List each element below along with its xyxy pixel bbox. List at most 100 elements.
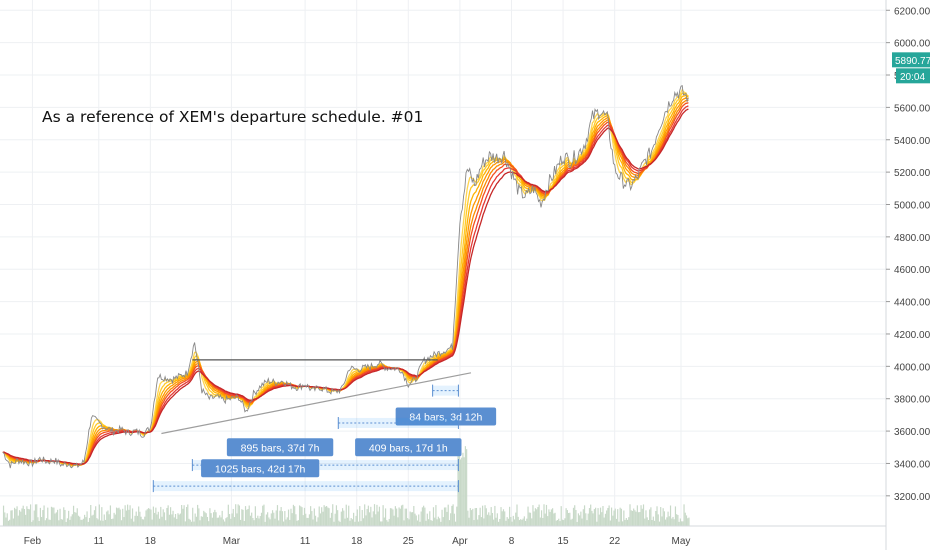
volume-bar-29 <box>38 520 40 526</box>
volume-bar-276 <box>341 508 344 526</box>
volume-bar-515 <box>635 511 637 526</box>
volume-bar-386 <box>477 519 479 526</box>
volume-bar-157 <box>195 516 197 526</box>
volume-bar-191 <box>237 504 239 526</box>
volume-bar-77 <box>97 519 99 526</box>
volume-bar-50 <box>64 509 66 526</box>
volume-bar-12 <box>17 515 19 526</box>
range-label-3: 1025 bars, 42d 17h <box>215 463 306 475</box>
volume-bar-383 <box>473 520 475 526</box>
volume-bar-507 <box>625 518 627 526</box>
volume-bar-448 <box>553 513 555 526</box>
volume-bar-171 <box>212 512 215 526</box>
volume-bar-131 <box>163 512 166 526</box>
volume-bar-400 <box>494 505 496 526</box>
volume-bar-387 <box>478 515 480 526</box>
volume-bar-321 <box>397 517 399 526</box>
y-tick-label-12: 5600.00 <box>894 103 931 114</box>
volume-bar-534 <box>658 521 661 526</box>
volume-bar-459 <box>566 510 568 526</box>
volume-bar-350 <box>432 507 435 526</box>
volume-bar-102 <box>128 509 130 526</box>
volume-bar-86 <box>108 514 110 526</box>
volume-bar-280 <box>346 517 349 526</box>
volume-bar-544 <box>671 518 673 526</box>
volume-bar-106 <box>133 521 135 526</box>
last-price-label: 5890.77 20:04 <box>892 52 932 84</box>
y-tick-label-8: 4800.00 <box>894 233 931 244</box>
volume-bar-377 <box>466 449 468 526</box>
date-range-measurements[interactable]: 84 bars, 3d 12h 409 bars, 17d 1h 895 bars,… <box>152 384 497 493</box>
volume-bar-187 <box>232 508 234 526</box>
volume-bar-310 <box>383 517 385 526</box>
volume-bar-274 <box>339 521 341 526</box>
volume-bar-324 <box>400 505 403 526</box>
volume-bar-223 <box>276 505 279 526</box>
volume-bar-100 <box>125 510 127 526</box>
volume-bar-221 <box>274 518 276 526</box>
volume-bar-472 <box>582 509 584 526</box>
volume-bar-320 <box>396 508 398 526</box>
volume-bar-124 <box>155 507 157 526</box>
volume-bar-474 <box>585 513 587 526</box>
volume-bar-463 <box>571 518 573 526</box>
volume-bar-65 <box>82 518 84 526</box>
x-tick-label-3: Mar <box>223 536 241 547</box>
volume-bar-493 <box>608 505 610 526</box>
volume-bar-359 <box>443 507 446 526</box>
y-tick-label-14: 6000.00 <box>894 39 931 50</box>
chart-annotation[interactable]: As a reference of XEM's departure schedu… <box>42 108 423 126</box>
volume-bar-409 <box>505 520 507 526</box>
volume-bar-500 <box>617 509 619 526</box>
volume-bar-284 <box>351 519 353 526</box>
volume-bar-518 <box>639 512 641 526</box>
volume-bar-526 <box>649 509 651 526</box>
range-label-1: 409 bars, 17d 1h <box>369 442 448 454</box>
volume-bar-450 <box>555 520 557 526</box>
volume-bar-299 <box>370 506 372 526</box>
volume-bar-78 <box>98 504 100 526</box>
volume-bar-418 <box>516 504 518 526</box>
volume-bar-467 <box>576 521 578 526</box>
volume-bar-293 <box>362 518 365 526</box>
volume-bar-485 <box>598 514 600 526</box>
y-tick-label-15: 6200.00 <box>894 6 931 17</box>
volume-bar-38 <box>49 519 51 526</box>
volume-bar-32 <box>42 510 44 526</box>
volume-bar-0 <box>2 505 5 526</box>
volume-bar-327 <box>404 508 406 526</box>
volume-bar-59 <box>75 512 77 526</box>
volume-bar-408 <box>504 511 506 526</box>
volume-bar-108 <box>135 511 137 526</box>
volume-bar-150 <box>187 504 189 526</box>
volume-bar-384 <box>474 508 476 526</box>
volume-bar-360 <box>445 507 447 526</box>
x-tick-label-4: 11 <box>300 536 311 547</box>
range-label-2: 895 bars, 37d 7h <box>241 442 320 454</box>
volume-bar-231 <box>286 517 288 526</box>
ema-line-20 <box>2 102 689 466</box>
volume-bar-194 <box>241 509 243 526</box>
volume-bar-511 <box>630 510 632 526</box>
volume-bar-358 <box>442 517 444 526</box>
volume-bar-158 <box>197 504 199 526</box>
volume-bar-558 <box>688 517 690 526</box>
last-price-box <box>892 52 930 68</box>
volume-bar-303 <box>375 514 377 526</box>
volume-bar-48 <box>61 519 64 526</box>
volume-bar-281 <box>348 505 350 526</box>
volume-bar-164 <box>204 512 206 526</box>
volume-bar-420 <box>518 520 521 526</box>
volume-bar-455 <box>561 519 564 526</box>
trend-lines[interactable] <box>161 359 472 435</box>
volume-bar-112 <box>140 516 142 526</box>
volume-bar-197 <box>244 506 247 526</box>
volume-bar-490 <box>604 513 607 526</box>
volume-bar-227 <box>281 511 283 526</box>
volume-bar-68 <box>86 511 88 526</box>
y-tick-label-5: 4200.00 <box>894 330 931 341</box>
volume-bar-460 <box>567 513 570 526</box>
ema-line-17 <box>2 99 689 466</box>
volume-bar-174 <box>216 517 218 526</box>
